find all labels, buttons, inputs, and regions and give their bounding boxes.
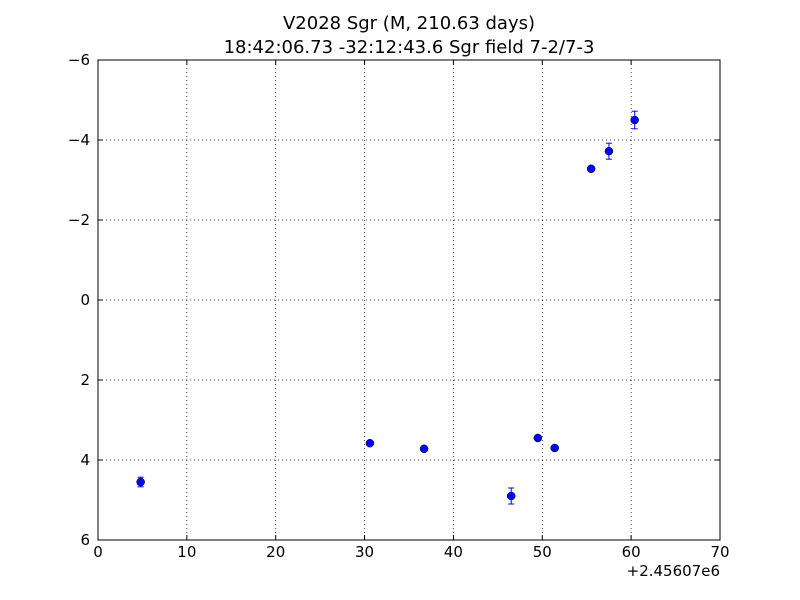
point (506, 491, 516, 501)
x-tick-label: 60 (622, 543, 641, 561)
y-tick-label: −2 (68, 211, 90, 229)
x-tick-label: 30 (355, 543, 374, 561)
chart-subtitle: 18:42:06.73 -32:12:43.6 Sgr field 7-2/7-… (224, 37, 595, 58)
y-tick-label: −6 (68, 51, 90, 69)
plot-frame (97, 59, 721, 541)
point (630, 115, 639, 125)
point (533, 433, 543, 443)
point (365, 438, 375, 448)
y-tick-label: 2 (80, 371, 90, 389)
x-tick-label: 70 (710, 543, 729, 561)
x-tick-label: 20 (266, 543, 285, 561)
y-tick-label: 4 (80, 451, 90, 469)
y-tick-label: 0 (80, 291, 90, 309)
x-tick-label: 50 (533, 543, 552, 561)
chart-title: V2028 Sgr (M, 210.63 days) (283, 13, 535, 34)
x-tick-label: 0 (93, 543, 103, 561)
point (604, 146, 614, 156)
point (550, 443, 559, 453)
x-tick-label: 10 (177, 543, 196, 561)
y-tick-label: 6 (80, 531, 90, 549)
x-tick-label: 40 (444, 543, 463, 561)
point (419, 444, 429, 454)
point (586, 164, 596, 174)
y-tick-label: −4 (68, 131, 90, 149)
point (136, 477, 145, 487)
x-offset-label: +2.45607e6 (627, 562, 720, 580)
